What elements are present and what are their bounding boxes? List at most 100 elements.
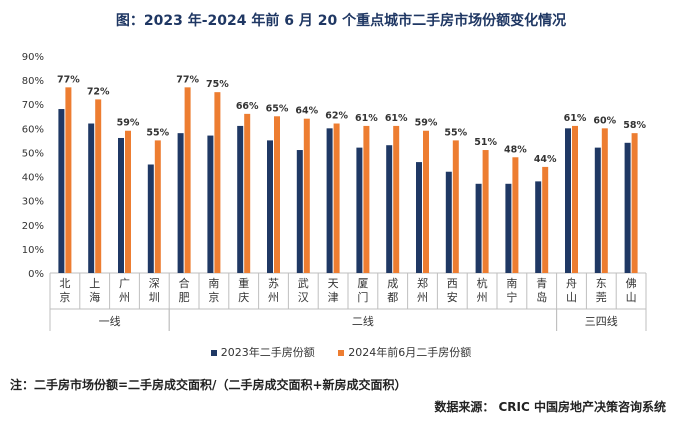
bar-2024	[125, 130, 131, 273]
x-tick-label: 海	[89, 290, 100, 304]
data-source: 数据来源： CRIC 中国房地产决策咨询系统	[434, 400, 666, 414]
legend-label-2024: 2024年前6月二手房份额	[348, 346, 472, 359]
x-tick-label: 汉	[298, 291, 309, 304]
bar-2023	[267, 140, 273, 273]
data-label: 65%	[266, 103, 289, 114]
x-tick-label: 青	[536, 277, 547, 290]
x-tick-label: 西	[447, 277, 458, 290]
x-tick-label: 厦	[357, 277, 368, 290]
x-tick-label: 苏	[268, 277, 279, 290]
bar-2023	[147, 164, 154, 273]
bar-2023	[475, 183, 482, 273]
data-label: 61%	[564, 113, 587, 124]
data-label: 44%	[534, 154, 557, 165]
bar-2023	[326, 128, 333, 273]
y-tick-label: 80%	[22, 76, 44, 87]
bar-2024	[393, 125, 400, 273]
data-label: 66%	[236, 101, 259, 112]
bar-2024	[631, 133, 638, 273]
bar-2024	[423, 130, 429, 273]
bar-2024	[303, 118, 310, 273]
y-tick-label: 70%	[22, 100, 44, 111]
y-tick-label: 10%	[22, 245, 44, 256]
bar-2023	[118, 137, 124, 273]
bar-2024	[274, 116, 280, 274]
x-tick-label: 天	[328, 277, 339, 290]
x-tick-label: 舟	[566, 276, 577, 290]
data-label: 62%	[325, 111, 348, 122]
bar-2024	[482, 150, 489, 273]
bar-2024	[452, 140, 459, 273]
data-label: 55%	[146, 127, 169, 138]
y-tick-label: 0%	[28, 269, 44, 280]
x-tick-label: 重	[238, 276, 249, 290]
x-tick-label: 佛	[626, 277, 637, 290]
x-tick-label: 肥	[179, 291, 190, 304]
bar-2023	[416, 162, 422, 273]
x-tick-label: 宁	[506, 290, 517, 304]
x-tick-label: 郑	[417, 276, 428, 290]
x-tick-label: 州	[119, 291, 130, 304]
data-label: 77%	[57, 74, 80, 85]
data-label: 75%	[206, 79, 229, 90]
bar-2024	[154, 140, 161, 273]
x-tick-label: 山	[566, 291, 577, 304]
group-label: 一线	[99, 314, 121, 328]
bar-2024	[601, 128, 608, 273]
x-tick-label: 京	[59, 290, 70, 304]
data-label: 59%	[415, 118, 438, 129]
bar-2024	[95, 99, 102, 274]
x-tick-label: 北	[59, 277, 70, 290]
x-tick-label: 杭	[477, 276, 488, 290]
x-tick-label: 合	[179, 276, 190, 290]
bar-2024	[184, 87, 191, 273]
legend-item-2024: 2024年前6月二手房份额	[338, 344, 471, 360]
bar-2023	[445, 171, 452, 273]
legend-swatch-2024	[338, 350, 345, 356]
y-tick-label: 60%	[22, 124, 44, 135]
data-label: 51%	[474, 137, 497, 148]
bar-2024	[542, 166, 549, 273]
x-tick-label: 山	[626, 291, 637, 304]
bar-2024	[572, 125, 578, 273]
bar-2024	[333, 123, 340, 273]
data-label: 48%	[504, 144, 527, 155]
bar-2023	[237, 125, 244, 273]
bar-2023	[356, 147, 363, 273]
bar-2023	[505, 183, 512, 273]
y-tick-label: 50%	[22, 148, 44, 159]
bar-2023	[565, 128, 571, 273]
footnote: 注：二手房市场份额=二手房成交面积/（二手房成交面积+新房成交面积）	[10, 378, 407, 392]
bar-2023	[624, 142, 631, 273]
bar-2023	[88, 123, 95, 273]
chart-title: 图：2023 年-2024 年前 6 月 20 个重点城市二手房市场份额变化情况	[115, 13, 567, 29]
x-tick-label: 深	[149, 277, 160, 290]
bar-2023	[594, 147, 601, 273]
y-tick-label: 20%	[22, 221, 44, 232]
data-label: 72%	[87, 86, 110, 97]
legend-label-2023: 2023年二手房份额	[220, 346, 315, 359]
x-tick-label: 莞	[596, 291, 607, 304]
bar-2023	[58, 109, 65, 274]
x-tick-label: 上	[89, 277, 100, 290]
x-tick-label: 安	[447, 290, 458, 304]
x-tick-label: 东	[596, 277, 607, 290]
bar-2023	[296, 150, 303, 273]
x-tick-label: 都	[387, 291, 398, 304]
data-label: 77%	[176, 74, 199, 85]
x-tick-label: 南	[208, 277, 219, 290]
x-tick-label: 州	[268, 291, 279, 304]
x-tick-label: 圳	[149, 291, 160, 304]
bar-chart: 0% 10% 20% 30% 40% 50% 60% 70% 80% 90% 77% 北京 72% 上海 5…	[22, 52, 647, 331]
x-tick-label: 津	[328, 291, 339, 304]
x-tick-label: 岛	[536, 290, 547, 304]
bar-2023	[177, 133, 184, 273]
data-label: 59%	[117, 118, 140, 129]
y-tick-label: 40%	[22, 173, 44, 184]
bar-2024	[244, 113, 251, 273]
bar-2024	[65, 87, 72, 273]
data-label: 61%	[355, 113, 378, 124]
data-label: 64%	[295, 106, 318, 117]
data-label: 55%	[444, 127, 467, 138]
x-tick-label: 庆	[238, 290, 249, 304]
